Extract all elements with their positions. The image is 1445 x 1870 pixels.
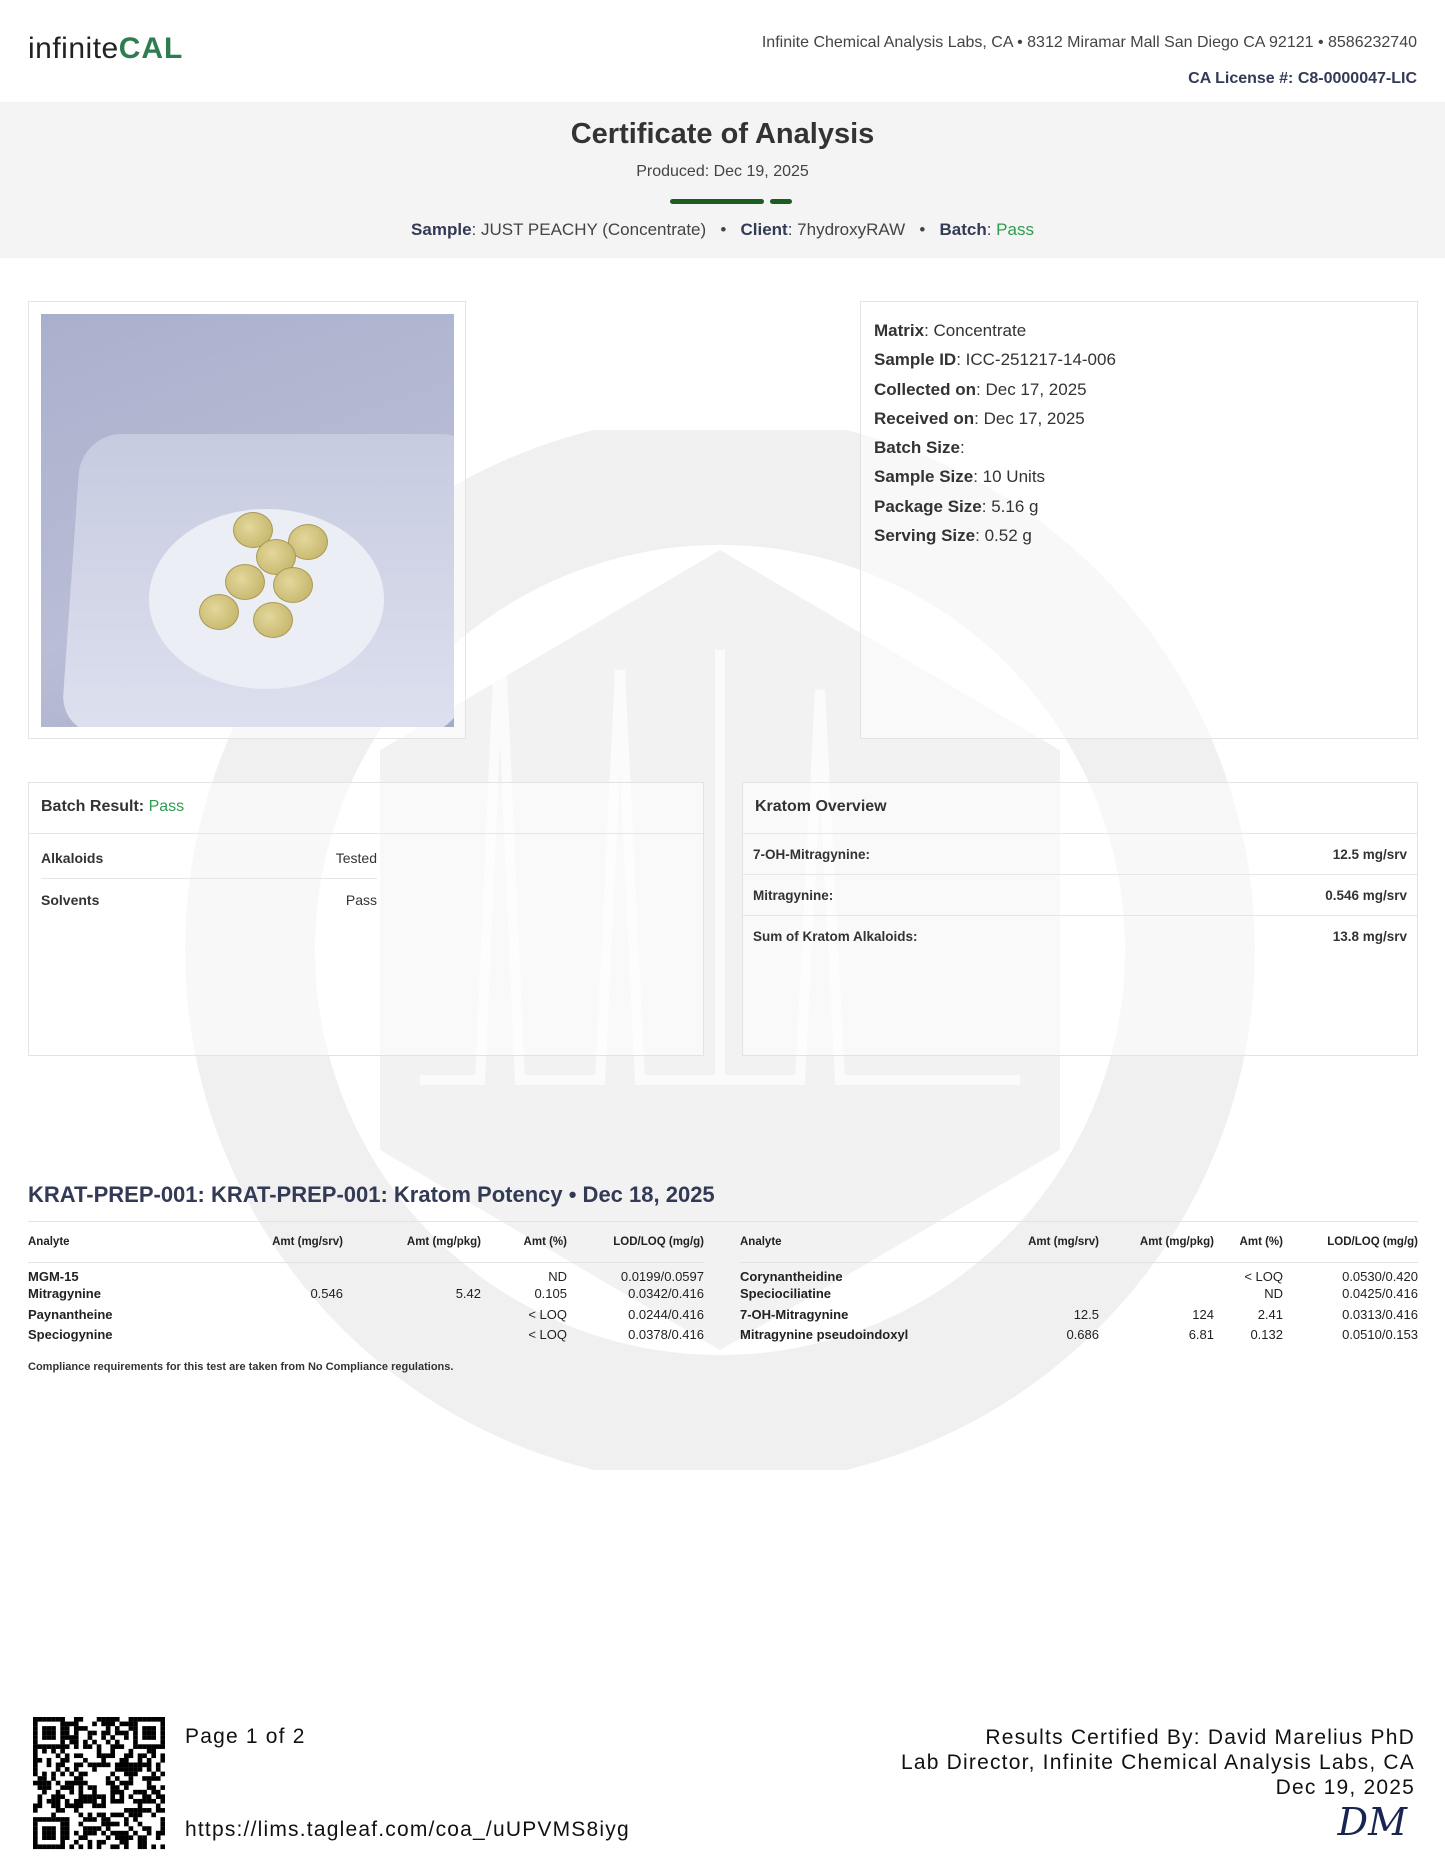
page-title: Certificate of Analysis (570, 118, 875, 150)
kratom-overview-title: Kratom Overview (743, 783, 1417, 834)
infinitecal-logo: infiniteCAL (28, 32, 184, 65)
sample-image-card (28, 301, 466, 739)
table-row: Mitragynine 0.546 5.42 0.105 0.0342/0.416 (28, 1286, 704, 1302)
batch-result-card: Batch Result: Pass Alkaloids Tested Solven… (28, 782, 704, 1056)
sample-info-card: Matrix: Concentrate Sample ID: ICC-251217… (860, 301, 1418, 739)
table-header: Analyte Amt (mg/srv) Amt (mg/pkg) Amt (%) LO… (740, 1222, 1418, 1263)
table-row: 7-OH-Mitragynine 12.5 124 2.41 0.0313/0.416 (740, 1306, 1418, 1322)
certification: Results Certified By: David Marelius PhD… (900, 1726, 1415, 1799)
table-header: Analyte Amt (mg/srv) Amt (mg/pkg) Amt (%) LO… (28, 1222, 704, 1263)
info-row: Collected on: Dec 17, 2025 (874, 379, 1087, 399)
kratom-overview-row: Mitragynine: 0.546 mg/srv (743, 875, 1417, 916)
batch-result-row: Alkaloids Tested (41, 838, 377, 879)
sample-photo (41, 314, 454, 727)
info-row: Serving Size: 0.52 g (874, 526, 1032, 546)
info-row: Batch Size: (874, 438, 965, 458)
table-row: MGM-15 ND 0.0199/0.0597 (28, 1268, 704, 1284)
table-row: Speciociliatine ND 0.0425/0.416 (740, 1286, 1418, 1302)
kratom-overview-row: Sum of Kratom Alkaloids: 13.8 mg/srv (753, 929, 1407, 944)
potency-table-left: Analyte Amt (mg/srv) Amt (mg/pkg) Amt (%) LO… (28, 1222, 704, 1345)
info-row: Sample ID: ICC-251217-14-006 (874, 350, 1116, 370)
potency-table-right: Analyte Amt (mg/srv) Amt (mg/pkg) Amt (%) LO… (740, 1222, 1418, 1345)
table-row: Corynantheidine < LOQ 0.0530/0.420 (740, 1268, 1418, 1284)
table-row: Mitragynine pseudoindoxyl 0.686 6.81 0.132 0… (740, 1327, 1418, 1343)
sample-summary: Sample: JUST PEACHY (Concentrate) • Clie… (411, 220, 1034, 239)
divider (28, 1221, 1418, 1222)
signature: DM (1337, 1800, 1407, 1844)
kratom-overview-card: Kratom Overview 7-OH-Mitragynine: 12.5 mg… (742, 782, 1418, 1056)
lab-address: Infinite Chemical Analysis Labs, CA • 83… (761, 34, 1417, 51)
produced-date: Produced: Dec 19, 2025 (636, 163, 809, 180)
accent-bar-short (770, 199, 792, 204)
info-row: Package Size: 5.16 g (874, 496, 1039, 516)
info-row: Received on: Dec 17, 2025 (874, 408, 1085, 428)
info-row: Sample Size: 10 Units (874, 467, 1046, 487)
qr-code[interactable] (33, 1716, 165, 1850)
license-number: CA License #: C8-0000047-LIC (1188, 70, 1417, 87)
table-row: Speciogynine < LOQ 0.0378/0.416 (28, 1327, 704, 1343)
kratom-overview-row: 7-OH-Mitragynine: 12.5 mg/srv (743, 834, 1417, 875)
compliance-note: Compliance requirements for this test ar… (28, 1361, 454, 1373)
batch-result-row: Solvents Pass (41, 891, 377, 908)
page-number: Page 1 of 2 (185, 1725, 306, 1748)
coa-url[interactable]: https://lims.tagleaf.com/coa_/uUPVMS8iyg (185, 1818, 630, 1841)
title-band (0, 102, 1445, 258)
accent-bar (670, 199, 764, 204)
potency-heading: KRAT-PREP-001: KRAT-PREP-001: Kratom Pot… (28, 1182, 715, 1207)
info-row: Matrix: Concentrate (874, 321, 1027, 340)
table-row: Paynantheine < LOQ 0.0244/0.416 (28, 1306, 704, 1322)
